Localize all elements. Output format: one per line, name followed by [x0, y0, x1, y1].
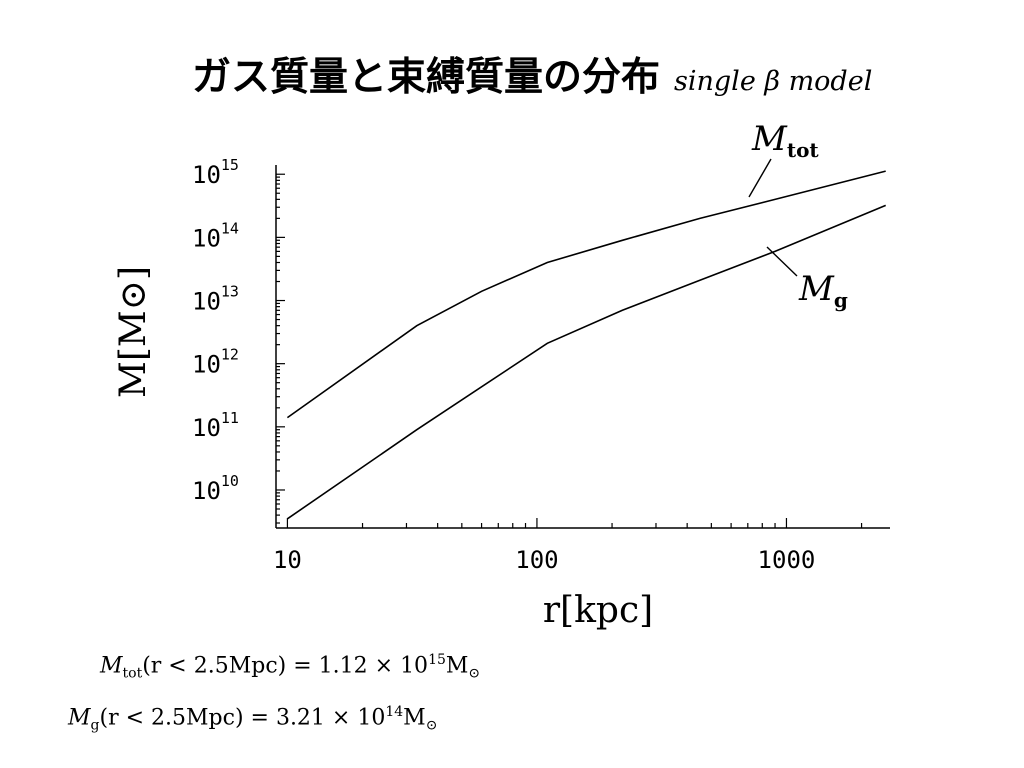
- note-unit: M: [403, 705, 426, 731]
- note-unit-sub: ⊙: [425, 717, 438, 734]
- note-exponent: 14: [385, 704, 404, 720]
- leader-line-mtot: [748, 158, 772, 198]
- note-var: M: [100, 653, 123, 679]
- y-tick-label: 1012: [192, 346, 239, 379]
- series-label-mg: Mg: [798, 269, 848, 312]
- note-condition: (r < 2.5Mpc) = 3.21 × 10: [99, 705, 386, 731]
- x-tick-label: 1000: [758, 546, 816, 574]
- y-tick-label: 1011: [192, 409, 239, 442]
- slide-title: ガス質量と束縛質量の分布 single β model: [192, 46, 872, 102]
- note-var-sub: tot: [122, 665, 143, 682]
- series-label-mtot: Mtot: [751, 119, 819, 162]
- note-condition: (r < 2.5Mpc) = 1.12 × 10: [142, 653, 429, 679]
- leader-line-mg: [766, 246, 798, 277]
- y-tick-label: 1015: [192, 156, 239, 189]
- title-model-subtitle: single β model: [674, 66, 873, 97]
- note-var: M: [68, 705, 91, 731]
- note-unit-sub: ⊙: [468, 665, 481, 682]
- x-tick-label: 100: [515, 546, 558, 574]
- gas-mass-note: Mg(r < 2.5Mpc) = 3.21 × 1014M⊙: [68, 704, 437, 734]
- series-line-mg: [286, 204, 887, 520]
- total-mass-note: Mtot(r < 2.5Mpc) = 1.12 × 1015M⊙: [100, 652, 480, 682]
- note-exponent: 15: [428, 652, 446, 668]
- note-unit: M: [445, 653, 469, 679]
- series-line-mtot: [286, 170, 886, 419]
- title-japanese: ガス質量と束縛質量の分布: [192, 55, 661, 100]
- y-tick-label: 1014: [192, 219, 239, 252]
- y-tick-label: 1010: [192, 472, 239, 505]
- y-tick-label: 1013: [192, 283, 239, 316]
- x-tick-label: 10: [273, 546, 302, 574]
- y-axis-label: M[M⊙]: [113, 266, 154, 398]
- x-axis-label: r[kpc]: [543, 590, 653, 631]
- note-var-sub: g: [90, 717, 100, 734]
